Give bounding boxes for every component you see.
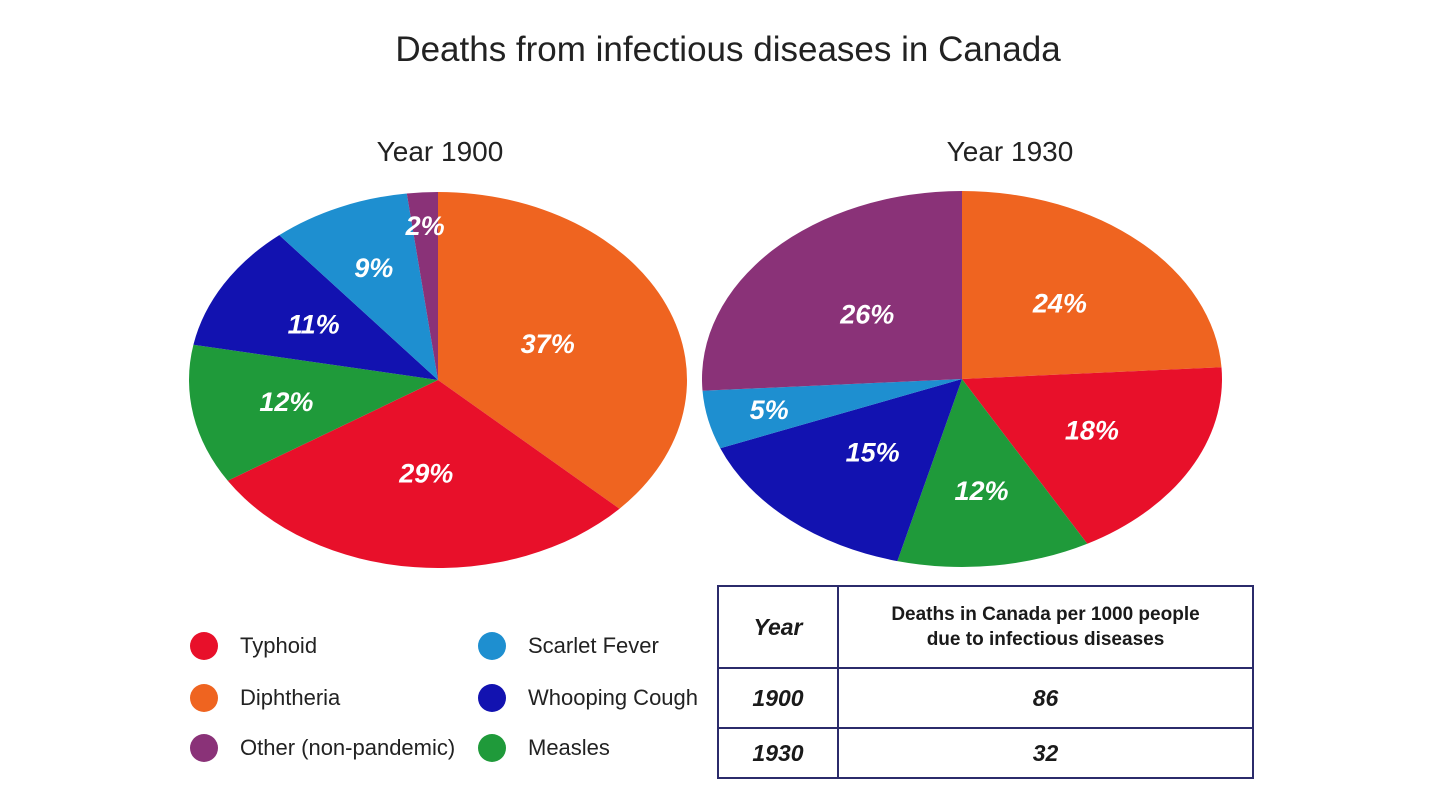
legend-swatch-measles [478,734,506,762]
legend-item-measles: Measles [478,734,610,762]
legend-item-typhoid: Typhoid [190,632,317,660]
pie-slice-measles [897,379,1088,567]
chart-title: Deaths from infectious diseases in Canad… [395,30,1061,69]
pie-slice-typhoid [227,380,620,568]
legend-label: Diphtheria [240,685,341,710]
pie-slice-label: 15% [846,437,900,467]
pie-slice-measles [189,344,438,481]
pie-slice-label: 2% [405,211,445,241]
legend-label: Whooping Cough [528,685,699,710]
legend-swatch-diphtheria [190,684,218,712]
table-cell-year: 1900 [717,667,839,729]
legend-label: Scarlet Fever [528,633,659,658]
pie-slice-diphtheria [438,192,687,509]
pie-slice-other-non-pandemic [406,192,438,380]
pie-title-1930: Year 1930 [946,136,1074,167]
legend-swatch-scarlet-fever [478,632,506,660]
table-cell-value: 86 [837,667,1254,729]
table-cell-year: 1930 [717,727,839,779]
pie-slice-label: 18% [1065,416,1119,446]
pie-slice-label: 12% [955,476,1009,506]
pie-slice-label: 9% [354,253,393,283]
legend-item-diphtheria: Diphtheria [190,684,340,712]
pie-slice-scarlet-fever [702,379,962,449]
pie-title-1900: Year 1900 [376,136,504,167]
legend-item-other: Other (non-pandemic) [190,734,455,762]
table-header-deaths: Deaths in Canada per 1000 people due to … [837,585,1254,669]
table-row: 1900 86 [717,667,1254,729]
legend-label: Typhoid [240,633,318,658]
table-row: 1930 32 [717,727,1254,779]
table-header-row: Year Deaths in Canada per 1000 people du… [717,585,1254,669]
legend-label: Other (non-pandemic) [240,735,456,760]
pie-slice-whooping-cough [720,379,962,562]
pie-slice-typhoid [962,367,1222,544]
legend-swatch-whooping-cough [478,684,506,712]
pie-slice-scarlet-fever [279,193,438,380]
legend-swatch-other [190,734,218,762]
table-header-year: Year [717,585,839,669]
pie-slice-whooping-cough [193,235,438,380]
pie-slice-other-non-pandemic [702,191,962,391]
legend-item-scarlet-fever: Scarlet Fever [478,632,659,660]
pie-slice-label: 37% [521,329,575,359]
legend-label: Measles [528,735,610,760]
legend-item-whooping-cough: Whooping Cough [478,684,698,712]
pie-slice-diphtheria [962,191,1222,379]
pie-slice-label: 5% [750,395,789,425]
table-header-deaths-line1: Deaths in Canada per 1000 people [891,604,1200,625]
pie-slice-label: 11% [288,309,340,339]
legend-swatch-typhoid [190,632,218,660]
table-cell-value: 32 [837,727,1254,779]
legend: Typhoid Diphtheria Other (non-pandemic) … [180,624,720,774]
pie-slice-label: 29% [398,459,453,489]
deaths-table: Year Deaths in Canada per 1000 people du… [717,585,1254,779]
pie-slice-label: 26% [839,300,894,330]
pie-slice-label: 24% [1032,289,1087,319]
pie-slice-label: 12% [259,387,313,417]
table-header-deaths-line2: due to infectious diseases [926,629,1165,650]
